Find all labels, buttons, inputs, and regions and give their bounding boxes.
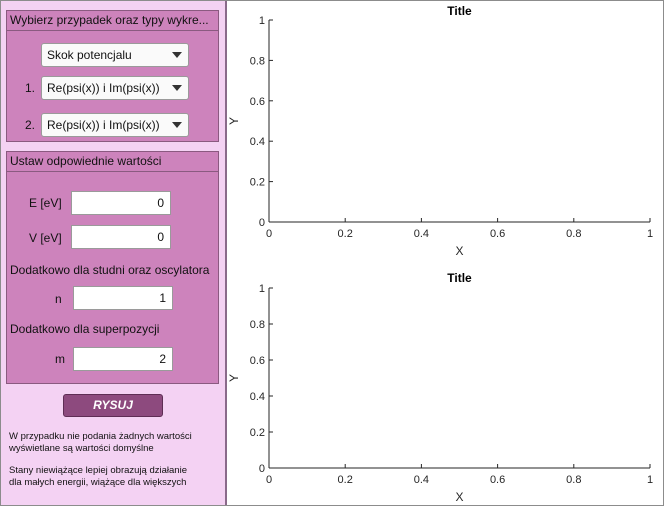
chart2-y-tick-label: 0.4 <box>250 391 265 403</box>
chart1-y-tick-label: 0 <box>259 217 265 229</box>
draw-button[interactable]: RYSUJ <box>63 394 163 417</box>
defaults-note: W przypadku nie podania żadnych wartości… <box>9 431 219 455</box>
plot1-type-dropdown[interactable]: Re(psi(x)) i Im(psi(x)) <box>41 76 189 100</box>
potential-field[interactable]: 0 <box>71 225 171 249</box>
chart2-y-tick-label: 1 <box>259 283 265 295</box>
potential-label: V [eV] <box>29 231 62 245</box>
chart2-title: Title <box>447 271 472 285</box>
energy-field[interactable]: 0 <box>71 191 171 215</box>
chart2-x-tick-label: 0.8 <box>566 474 581 486</box>
chart2-y-tick-label: 0.6 <box>250 355 265 367</box>
chart1-x-tick-label: 0.6 <box>490 228 505 240</box>
chart1-y-tick-label: 0.2 <box>250 177 265 189</box>
case-dropdown-value: Skok potencjalu <box>47 48 132 62</box>
m-label: m <box>55 352 65 366</box>
plots-svg: Title 0 0.2 0.4 0.6 0.8 1 0 0.2 0.4 0.6 0.8 1 X Y Title… <box>227 4 653 504</box>
energy-label: E [eV] <box>29 196 62 210</box>
plot1-number: 1. <box>25 81 36 95</box>
chart1-x-tick-label: 0.8 <box>566 228 581 240</box>
chart2-y-axis-label: Y <box>229 374 241 382</box>
chevron-down-icon <box>172 52 182 58</box>
chart1-y-tick-label: 0.4 <box>250 136 265 148</box>
chart2-x-axis-label: X <box>455 490 463 504</box>
case-dropdown[interactable]: Skok potencjalu <box>41 43 189 67</box>
chart1-y-tick-label: 0.6 <box>250 96 265 108</box>
panel-choose-title: Wybierz przypadek oraz typy wykre... <box>7 11 218 31</box>
defaults-note-line2: wyświetlane są wartości domyślne <box>9 443 154 454</box>
panel-choose-case: Wybierz przypadek oraz typy wykre... Sko… <box>6 10 219 142</box>
n-field[interactable]: 1 <box>73 286 173 310</box>
states-note-line2: dla małych energii, wiążące dla większyc… <box>9 477 187 488</box>
chart1-y-tick-label: 1 <box>259 15 265 27</box>
chart2-x-tick-label: 0.6 <box>490 474 505 486</box>
chart1-x-tick-label: 0.2 <box>338 228 353 240</box>
plots-area: Title 0 0.2 0.4 0.6 0.8 1 0 0.2 0.4 0.6 0.8 1 X Y Title… <box>227 1 663 505</box>
chart1-x-tick-label: 0 <box>266 228 272 240</box>
chart2-y-tick-label: 0 <box>259 463 265 475</box>
plot1-type-value: Re(psi(x)) i Im(psi(x)) <box>47 81 160 95</box>
chart1-y-tick-label: 0.8 <box>250 55 265 67</box>
control-sidebar: Wybierz przypadek oraz typy wykre... Sko… <box>1 1 227 505</box>
panel-values: Ustaw odpowiednie wartości E [eV] 0 V [e… <box>6 151 219 384</box>
chevron-down-icon <box>172 85 182 91</box>
chart2-x-tick-label: 0.4 <box>414 474 429 486</box>
extra-superposition-label: Dodatkowo dla superpozycji <box>10 322 160 336</box>
plot2-type-value: Re(psi(x)) i Im(psi(x)) <box>47 118 160 132</box>
chart2-x-tick-label: 0.2 <box>338 474 353 486</box>
chevron-down-icon <box>172 122 182 128</box>
chart2-y-tick-label: 0.2 <box>250 427 265 439</box>
chart2-x-tick-label: 1 <box>647 474 653 486</box>
chart1-x-axis-label: X <box>455 244 463 258</box>
chart1-y-axis-label: Y <box>229 117 241 125</box>
chart1-x-tick-label: 1 <box>647 228 653 240</box>
states-note: Stany niewiążące lepiej obrazują działan… <box>9 465 219 489</box>
n-label: n <box>55 292 62 306</box>
states-note-line1: Stany niewiążące lepiej obrazują działan… <box>9 465 187 476</box>
chart1-x-tick-label: 0.4 <box>414 228 429 240</box>
panel-values-title: Ustaw odpowiednie wartości <box>7 152 218 172</box>
chart2-x-tick-label: 0 <box>266 474 272 486</box>
chart2-y-tick-label: 0.8 <box>250 319 265 331</box>
chart1-title: Title <box>447 4 472 18</box>
plot2-number: 2. <box>25 118 36 132</box>
defaults-note-line1: W przypadku nie podania żadnych wartości <box>9 431 192 442</box>
extra-wells-label: Dodatkowo dla studni oraz oscylatora <box>10 263 210 277</box>
plot2-type-dropdown[interactable]: Re(psi(x)) i Im(psi(x)) <box>41 113 189 137</box>
m-field[interactable]: 2 <box>73 347 173 371</box>
